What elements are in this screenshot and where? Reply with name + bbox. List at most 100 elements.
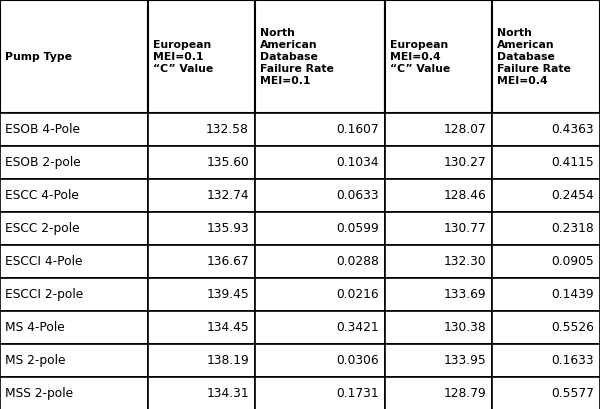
Bar — [385, 245, 492, 278]
Text: 128.46: 128.46 — [443, 189, 486, 202]
Bar — [492, 311, 600, 344]
Text: 0.1607: 0.1607 — [337, 123, 379, 136]
Text: ESOB 4-Pole: ESOB 4-Pole — [5, 123, 80, 136]
Text: 135.93: 135.93 — [206, 222, 249, 235]
Text: 132.58: 132.58 — [206, 123, 249, 136]
Text: 0.5526: 0.5526 — [551, 321, 594, 334]
Bar — [255, 179, 385, 212]
Bar — [148, 146, 255, 179]
Text: ESCCI 2-pole: ESCCI 2-pole — [5, 288, 83, 301]
Text: 133.95: 133.95 — [443, 354, 486, 367]
Text: 138.19: 138.19 — [206, 354, 249, 367]
Bar — [0, 344, 148, 377]
Text: 130.77: 130.77 — [443, 222, 486, 235]
Bar — [492, 179, 600, 212]
Bar — [255, 113, 385, 146]
Bar — [255, 0, 385, 113]
Text: MS 2-pole: MS 2-pole — [5, 354, 65, 367]
Bar — [385, 377, 492, 409]
Text: 128.79: 128.79 — [443, 387, 486, 400]
Bar — [385, 278, 492, 311]
Text: MSS 2-pole: MSS 2-pole — [5, 387, 73, 400]
Bar — [148, 179, 255, 212]
Bar — [148, 0, 255, 113]
Bar — [0, 377, 148, 409]
Text: ESCC 4-Pole: ESCC 4-Pole — [5, 189, 79, 202]
Text: 139.45: 139.45 — [206, 288, 249, 301]
Text: 0.2318: 0.2318 — [551, 222, 594, 235]
Bar — [0, 113, 148, 146]
Text: 0.5577: 0.5577 — [551, 387, 594, 400]
Bar — [385, 179, 492, 212]
Bar — [385, 113, 492, 146]
Bar — [385, 311, 492, 344]
Text: 0.0288: 0.0288 — [336, 255, 379, 268]
Bar — [255, 311, 385, 344]
Text: 132.30: 132.30 — [443, 255, 486, 268]
Bar — [385, 146, 492, 179]
Bar — [148, 311, 255, 344]
Bar — [255, 278, 385, 311]
Text: 0.4115: 0.4115 — [551, 156, 594, 169]
Text: 0.1731: 0.1731 — [337, 387, 379, 400]
Text: 130.38: 130.38 — [443, 321, 486, 334]
Bar — [255, 344, 385, 377]
Bar — [0, 179, 148, 212]
Text: North
American
Database
Failure Rate
MEI=0.4: North American Database Failure Rate MEI… — [497, 27, 571, 85]
Text: 136.67: 136.67 — [206, 255, 249, 268]
Text: European
MEI=0.1
“C” Value: European MEI=0.1 “C” Value — [153, 40, 213, 74]
Bar — [385, 212, 492, 245]
Text: 134.45: 134.45 — [206, 321, 249, 334]
Bar — [148, 212, 255, 245]
Bar — [255, 245, 385, 278]
Text: MS 4-Pole: MS 4-Pole — [5, 321, 65, 334]
Text: 128.07: 128.07 — [443, 123, 486, 136]
Bar — [0, 0, 148, 113]
Text: 0.0306: 0.0306 — [337, 354, 379, 367]
Bar — [148, 278, 255, 311]
Bar — [492, 245, 600, 278]
Text: 0.0599: 0.0599 — [336, 222, 379, 235]
Bar — [492, 212, 600, 245]
Bar — [148, 344, 255, 377]
Bar — [0, 146, 148, 179]
Text: ESOB 2-pole: ESOB 2-pole — [5, 156, 80, 169]
Text: 0.0905: 0.0905 — [551, 255, 594, 268]
Bar — [492, 377, 600, 409]
Bar — [255, 212, 385, 245]
Bar — [492, 113, 600, 146]
Bar — [492, 344, 600, 377]
Bar — [492, 278, 600, 311]
Bar — [0, 212, 148, 245]
Text: 0.1034: 0.1034 — [337, 156, 379, 169]
Text: 0.1633: 0.1633 — [551, 354, 594, 367]
Text: Pump Type: Pump Type — [5, 52, 72, 61]
Text: 0.4363: 0.4363 — [551, 123, 594, 136]
Text: 132.74: 132.74 — [206, 189, 249, 202]
Text: 0.3421: 0.3421 — [337, 321, 379, 334]
Text: 0.1439: 0.1439 — [551, 288, 594, 301]
Text: 0.0633: 0.0633 — [337, 189, 379, 202]
Text: 135.60: 135.60 — [206, 156, 249, 169]
Text: 130.27: 130.27 — [443, 156, 486, 169]
Text: European
MEI=0.4
“C” Value: European MEI=0.4 “C” Value — [390, 40, 450, 74]
Bar — [385, 0, 492, 113]
Text: 0.2454: 0.2454 — [551, 189, 594, 202]
Bar — [148, 377, 255, 409]
Bar — [148, 245, 255, 278]
Text: ESCCI 4-Pole: ESCCI 4-Pole — [5, 255, 82, 268]
Text: 0.0216: 0.0216 — [337, 288, 379, 301]
Text: North
American
Database
Failure Rate
MEI=0.1: North American Database Failure Rate MEI… — [260, 27, 334, 85]
Bar — [492, 0, 600, 113]
Bar — [255, 146, 385, 179]
Bar — [255, 377, 385, 409]
Bar — [0, 311, 148, 344]
Text: ESCC 2-pole: ESCC 2-pole — [5, 222, 79, 235]
Bar — [148, 113, 255, 146]
Bar — [492, 146, 600, 179]
Text: 133.69: 133.69 — [443, 288, 486, 301]
Bar — [0, 245, 148, 278]
Text: 134.31: 134.31 — [206, 387, 249, 400]
Bar — [0, 278, 148, 311]
Bar — [385, 344, 492, 377]
